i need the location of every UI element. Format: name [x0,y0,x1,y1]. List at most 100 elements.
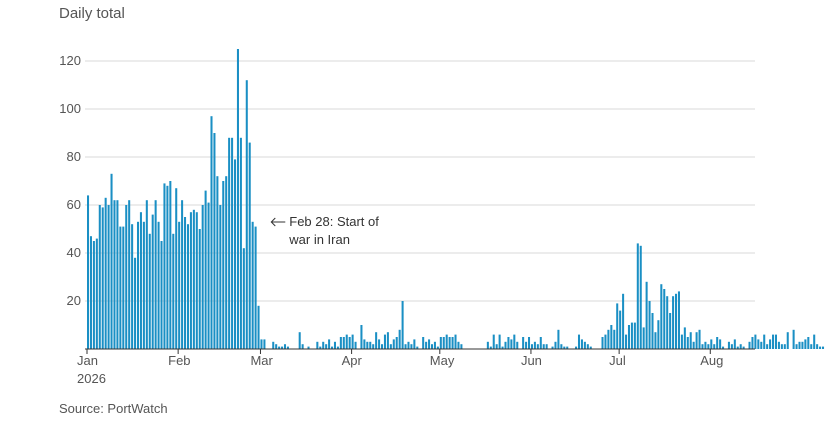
bar [636,243,639,349]
x-tick-label: May [430,353,455,368]
bar [566,346,569,349]
bar [551,346,554,349]
x-tick-label: Jul [609,353,626,368]
bar [131,224,134,349]
bar [122,226,125,349]
bar [413,339,416,349]
bar [331,346,334,349]
bar [713,344,716,349]
bar [216,176,219,349]
bar [536,344,539,349]
bar [577,334,581,349]
bar [281,346,284,349]
bar [522,337,525,349]
x-tick-label: Aug [700,353,723,368]
bar [645,281,648,349]
bar [445,334,448,349]
bar [278,346,281,349]
bar [627,325,630,349]
bar [807,337,810,349]
bar [672,296,675,349]
bar [254,226,257,349]
bar [160,241,163,349]
bar [225,176,228,349]
bar [810,344,813,349]
bar [181,200,184,349]
bar [389,344,392,349]
bar [630,322,633,349]
bar [695,332,698,349]
bar [501,346,504,349]
bar [119,226,122,349]
bar [616,303,619,349]
y-tick-label: 20 [67,293,81,308]
bar [730,344,733,349]
y-tick-label: 120 [59,53,81,68]
bar [322,341,325,349]
bar [201,205,204,349]
bar [686,337,689,349]
bar [336,346,339,349]
bar [195,212,198,349]
bar [760,341,763,349]
bar [610,325,613,349]
bar [613,329,616,349]
bar [780,344,783,349]
bar [128,200,131,349]
bar [157,221,160,349]
bar [736,346,739,349]
annotation-arrow-head [270,217,276,227]
bar [689,332,692,349]
bar [586,344,589,349]
bar [234,159,237,349]
bar [101,207,104,349]
annotation-text-line-1: Feb 28: Start of [289,214,379,229]
bar [639,245,642,349]
bar [666,296,669,349]
bar [454,334,457,349]
bar [395,337,398,349]
bar [354,341,357,349]
bar [263,339,266,349]
bar [145,200,148,349]
bar [822,346,825,349]
bar [363,339,366,349]
bar [654,332,657,349]
bar [134,257,137,349]
bars [87,49,825,349]
bar [125,205,128,349]
bar [186,224,189,349]
bar [351,334,354,349]
bar [345,334,348,349]
bar [451,337,454,349]
bar [604,334,607,349]
bar [239,137,242,349]
bar [460,344,463,349]
bar [148,233,151,349]
bar [757,339,760,349]
bar [342,337,345,349]
bar [766,344,769,349]
bar [236,49,239,349]
y-tick-label: 100 [59,101,81,116]
bar [651,313,654,349]
bar [751,337,754,349]
bar [163,183,166,349]
bar [425,341,428,349]
bar [248,142,251,349]
bar [228,137,231,349]
bar [669,313,672,349]
bar [513,334,516,349]
bar [298,332,301,349]
bar [339,337,342,349]
bar [533,341,536,349]
bar [89,236,92,349]
bar [360,325,363,349]
bar [139,212,142,349]
bar [198,229,201,349]
bar [422,337,425,349]
x-tick-label: Jan [77,353,98,368]
bar [525,341,528,349]
bar [272,341,275,349]
